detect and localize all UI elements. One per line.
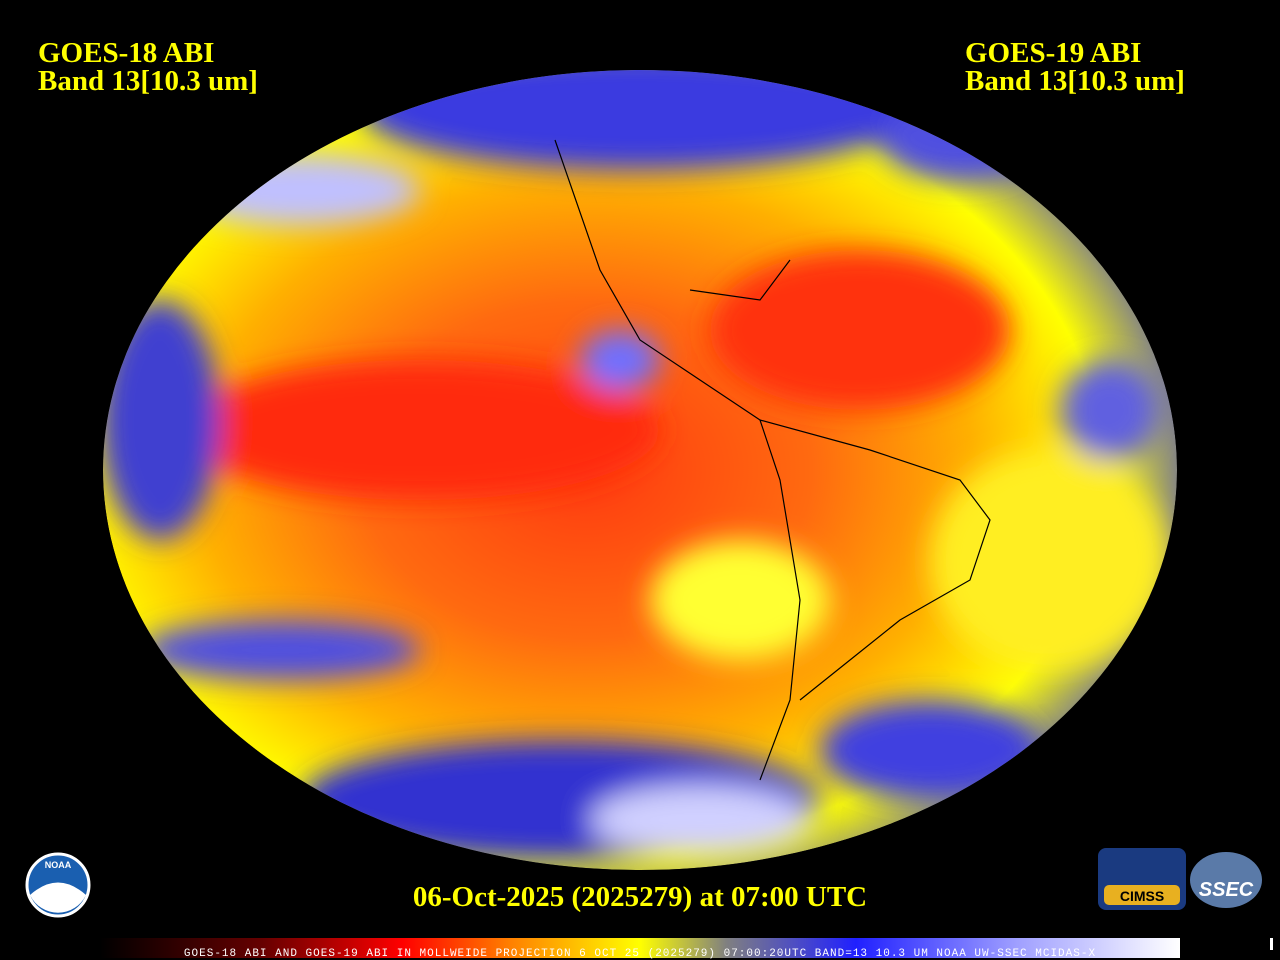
- right-band: Band 13[10.3 um]: [965, 65, 1185, 97]
- color-scale: [100, 938, 1180, 958]
- scale-end-marker: [1270, 938, 1273, 950]
- left-satellite: GOES-18 ABI: [38, 37, 214, 69]
- noaa-logo: NOAA: [25, 852, 91, 918]
- noaa-text: NOAA: [45, 860, 72, 870]
- coastline: [554, 139, 991, 781]
- ssec-logo: SSEC: [1190, 852, 1262, 908]
- timestamp: 06-Oct-2025 (2025279) at 07:00 UTC: [413, 881, 867, 913]
- right-satellite: GOES-19 ABI: [965, 37, 1141, 69]
- left-band: Band 13[10.3 um]: [38, 65, 258, 97]
- globe: [103, 70, 1177, 870]
- footer-text: GOES-18 ABI AND GOES-19 ABI IN MOLLWEIDE…: [184, 948, 1096, 960]
- cimss-logo: CIMSS: [1098, 848, 1186, 910]
- cimss-text: CIMSS: [1120, 888, 1164, 904]
- ssec-text: SSEC: [1199, 879, 1254, 901]
